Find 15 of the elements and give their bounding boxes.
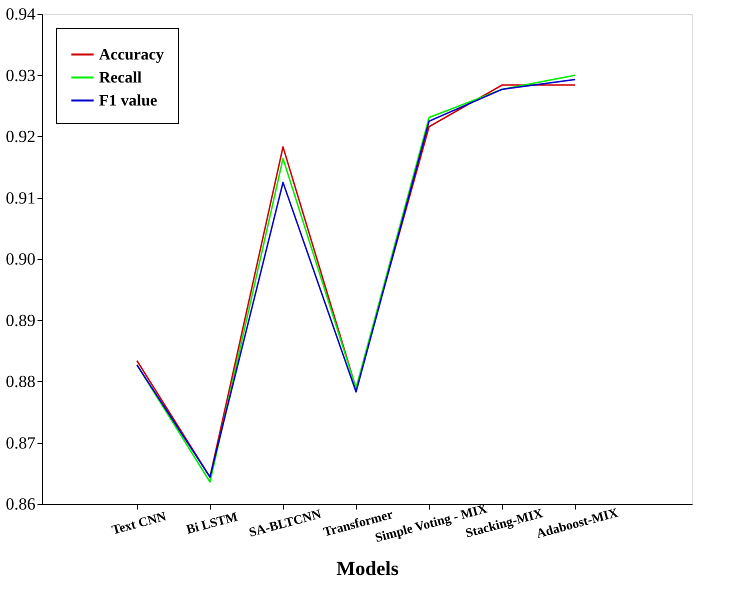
y-tick-label: 0.91 [6, 188, 36, 208]
y-tick-label: 0.94 [6, 4, 36, 24]
y-tick-label: 0.90 [6, 250, 36, 268]
y-tick-label: 0.86 [6, 494, 36, 514]
y-tick-label: 0.88 [6, 372, 36, 391]
legend-label: Accuracy [99, 46, 164, 64]
y-tick-label: 0.89 [6, 310, 36, 330]
y-tick-label: 0.92 [6, 127, 36, 146]
x-axis-title: Models [336, 558, 399, 580]
x-tick-label: Text CNN [110, 508, 168, 538]
legend-label: Recall [99, 70, 142, 86]
legend-label: F1 value [99, 92, 158, 110]
x-tick-label: Bi LSTM [184, 508, 240, 537]
y-tick-label: 0.87 [6, 433, 36, 452]
y-tick-label: 0.93 [6, 66, 36, 85]
